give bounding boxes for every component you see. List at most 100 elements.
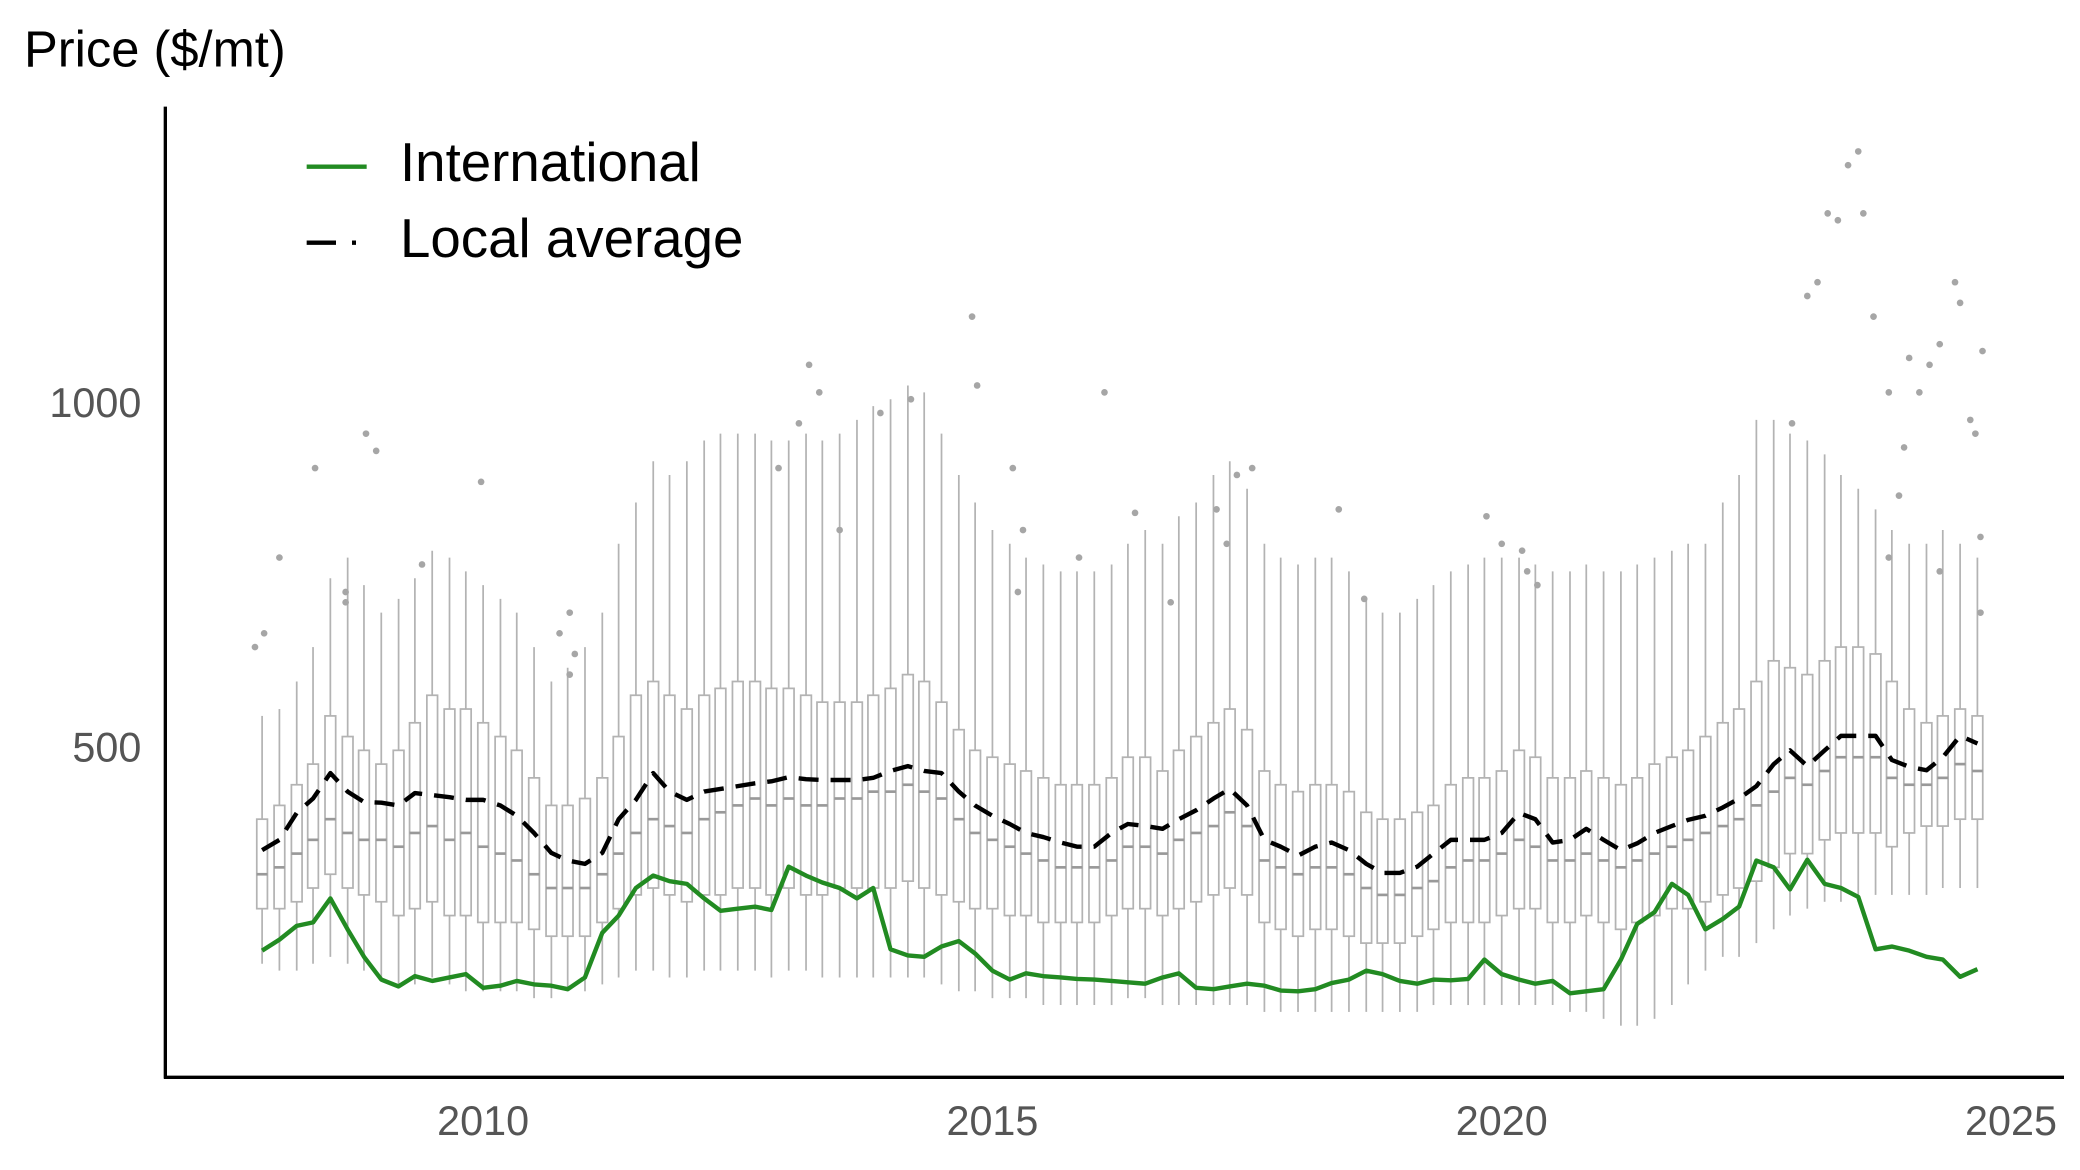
legend: International Local average <box>306 132 743 269</box>
box <box>357 749 371 896</box>
box <box>1885 680 1899 848</box>
outlier <box>1167 598 1175 606</box>
outlier <box>251 643 259 651</box>
outlier <box>1916 389 1923 396</box>
box <box>1512 749 1526 910</box>
outlier <box>1834 216 1842 224</box>
legend-label: International <box>400 132 701 193</box>
box <box>341 735 354 889</box>
box <box>306 763 320 889</box>
box <box>1427 804 1440 931</box>
y-tick-label: 500 <box>72 724 141 770</box>
box <box>273 804 286 910</box>
box <box>426 694 439 903</box>
box <box>1037 777 1050 924</box>
outlier <box>1956 299 1964 307</box>
box <box>901 673 915 883</box>
outlier <box>1803 292 1811 300</box>
outlier <box>1900 444 1908 451</box>
box <box>290 783 303 903</box>
box <box>1088 783 1101 924</box>
outlier <box>1248 464 1256 472</box>
box <box>968 749 982 910</box>
box <box>1818 659 1831 841</box>
series-line <box>260 857 1979 996</box>
box <box>1121 756 1135 910</box>
box <box>850 701 864 889</box>
box <box>578 797 592 938</box>
outlier <box>1936 340 1944 348</box>
box <box>459 708 473 917</box>
outlier <box>276 554 283 561</box>
outlier <box>1814 278 1821 286</box>
box <box>1580 770 1593 917</box>
box <box>1240 728 1254 896</box>
box <box>1631 777 1644 924</box>
box <box>255 818 269 910</box>
box <box>1444 783 1458 924</box>
series-line <box>261 733 1979 876</box>
box <box>1495 770 1508 917</box>
box <box>1971 715 1984 821</box>
outlier <box>968 313 976 320</box>
box <box>1156 770 1169 917</box>
outlier <box>566 609 574 616</box>
box <box>917 680 931 889</box>
outlier <box>836 526 843 534</box>
box <box>1376 818 1389 944</box>
outlier <box>1213 506 1220 513</box>
outlier <box>1824 210 1832 217</box>
outlier <box>1977 533 1984 541</box>
outlier <box>1518 547 1526 555</box>
box <box>375 763 388 903</box>
box <box>1478 777 1491 924</box>
outlier <box>1101 389 1108 396</box>
outlier <box>1014 588 1022 596</box>
box <box>510 749 523 924</box>
box <box>782 687 795 889</box>
outlier <box>311 464 319 472</box>
outlier <box>775 464 782 472</box>
box <box>1139 756 1152 910</box>
box <box>612 735 625 910</box>
outlier <box>1483 512 1490 520</box>
x-tick-label: 2010 <box>437 1098 529 1144</box>
outlier <box>1788 420 1796 427</box>
outlier <box>1854 148 1862 155</box>
outlier <box>1844 161 1852 169</box>
box <box>1189 735 1203 903</box>
outlier <box>477 478 485 486</box>
box <box>1902 708 1916 834</box>
outlier <box>1233 471 1241 479</box>
box <box>1105 777 1118 917</box>
box <box>1852 646 1865 834</box>
outlier <box>1360 595 1368 603</box>
box <box>1529 756 1542 910</box>
outlier <box>260 629 268 637</box>
outlier <box>973 382 981 389</box>
box <box>1750 680 1763 883</box>
box <box>1360 811 1373 944</box>
x-tick-label: 2015 <box>946 1098 1038 1144</box>
box <box>1920 721 1933 827</box>
box <box>884 687 897 889</box>
outlier <box>372 447 380 455</box>
box <box>1699 735 1712 903</box>
outlier <box>342 598 349 606</box>
outlier <box>1870 313 1877 320</box>
box <box>1172 749 1186 910</box>
box <box>1563 777 1577 924</box>
outlier <box>1009 464 1017 472</box>
box <box>765 687 778 896</box>
box <box>1342 790 1356 938</box>
box <box>494 735 507 924</box>
box <box>1223 708 1236 889</box>
outlier <box>1075 554 1083 561</box>
box <box>1003 763 1016 917</box>
outlier <box>1335 506 1343 513</box>
outlier <box>1895 492 1903 499</box>
outlier <box>795 420 803 427</box>
outlier <box>342 588 349 596</box>
box <box>1019 770 1033 917</box>
box <box>1070 783 1084 924</box>
